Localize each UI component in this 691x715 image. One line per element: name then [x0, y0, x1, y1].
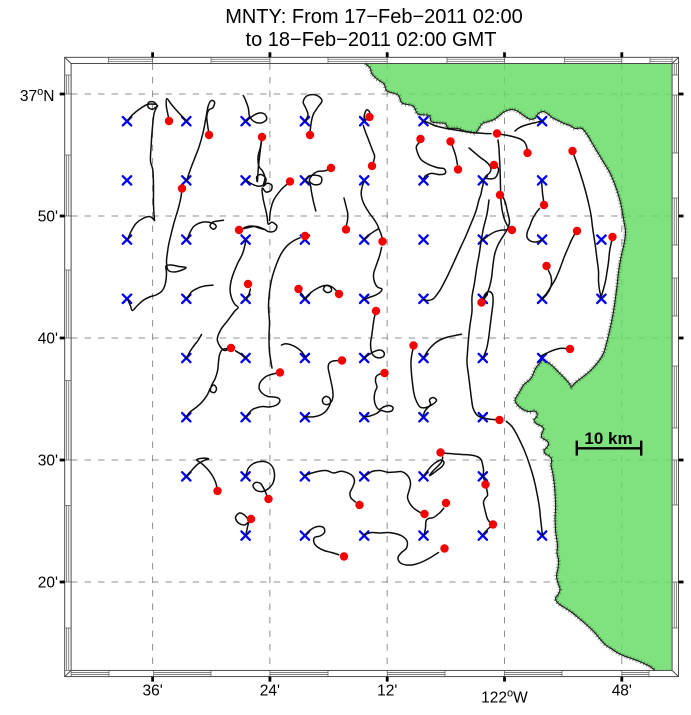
svg-text:48': 48'	[612, 682, 632, 699]
svg-text:37oN: 37oN	[20, 86, 55, 105]
svg-text:122oW: 122oW	[481, 688, 528, 707]
svg-text:24': 24'	[260, 682, 280, 699]
svg-text:36': 36'	[142, 682, 162, 699]
svg-text:50': 50'	[38, 209, 58, 226]
svg-text:MNTY: From 17−Feb−2011 02:00: MNTY: From 17−Feb−2011 02:00	[225, 6, 523, 28]
svg-text:30': 30'	[38, 453, 58, 470]
svg-text:10 km: 10 km	[584, 429, 632, 448]
svg-text:20': 20'	[38, 575, 58, 592]
svg-text:to 18−Feb−2011 02:00 GMT: to 18−Feb−2011 02:00 GMT	[246, 29, 497, 51]
svg-text:12': 12'	[377, 682, 397, 699]
svg-text:40': 40'	[38, 331, 58, 348]
